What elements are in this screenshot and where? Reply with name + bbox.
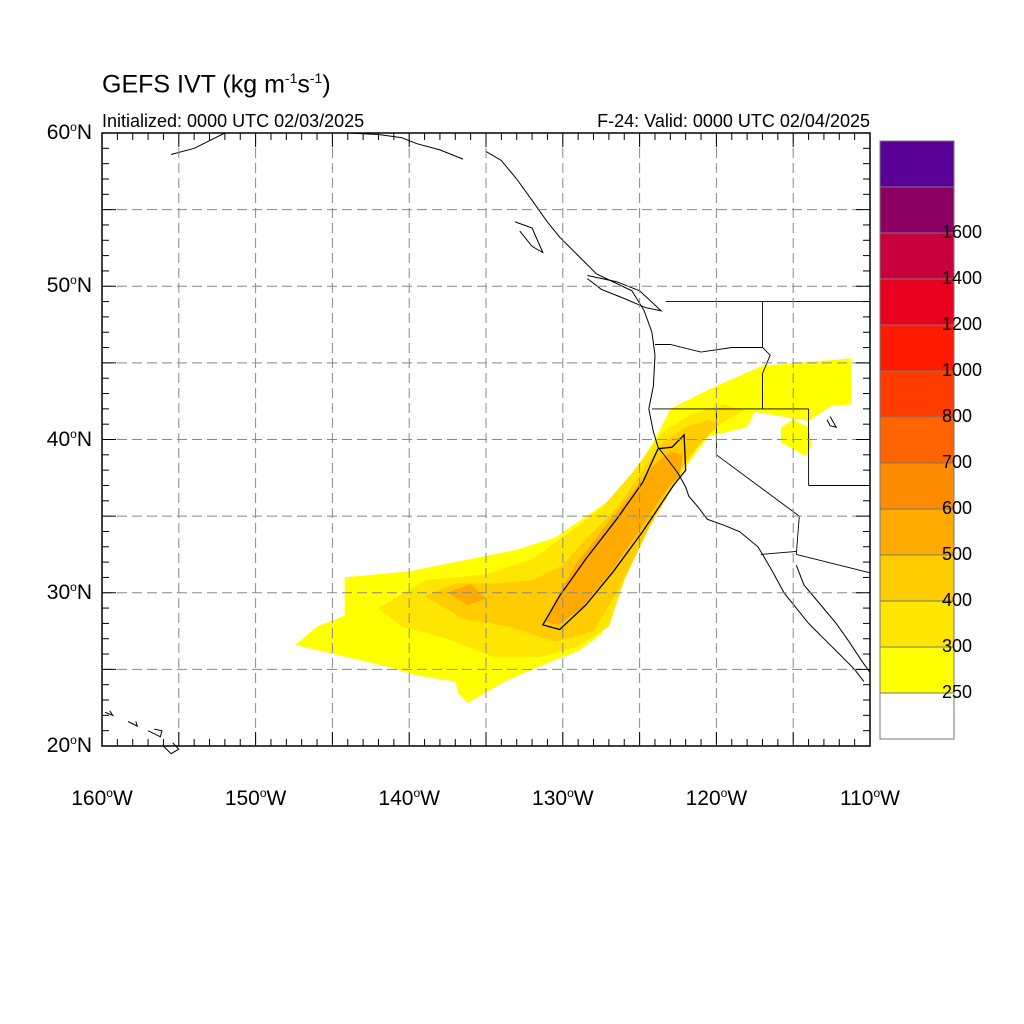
colorbar-label: 1400 <box>942 268 983 288</box>
lat-label: 50oN <box>46 273 92 298</box>
colorbar-box <box>879 186 955 234</box>
colorbar-box <box>879 554 955 602</box>
hawaii-big-island <box>163 742 180 755</box>
colorbar-box <box>879 140 955 188</box>
gulf-of-california-coast <box>795 565 871 673</box>
hawaii-oahu <box>127 721 139 728</box>
ivt-region-500-west <box>447 583 486 605</box>
vancouver-island <box>587 275 663 312</box>
colorbar-box <box>879 462 955 510</box>
colorbar-box <box>879 324 955 372</box>
west-coast <box>485 150 865 682</box>
map-title: GEFS IVT (kg m-1s-1) <box>102 70 331 99</box>
colorbar-label: 500 <box>942 544 973 564</box>
ivt-region-500 <box>545 451 683 625</box>
colorbar-label: 700 <box>942 452 973 472</box>
colorbar-label: 250 <box>942 682 973 702</box>
colorbar-label: 1200 <box>942 314 983 334</box>
lat-label: 20oN <box>46 733 92 757</box>
ivt-field <box>295 358 852 704</box>
colorbar-label: 400 <box>942 590 973 610</box>
lat-label: 40oN <box>46 426 92 451</box>
colorbar-box <box>879 646 955 694</box>
hawaii-maui <box>147 728 163 738</box>
gridlines <box>102 133 870 746</box>
az-border <box>795 516 871 574</box>
colorbar-label: 1000 <box>942 360 983 380</box>
valid-time: F-24: Valid: 0000 UTC 02/04/2025 <box>597 111 870 131</box>
lat-label: 60oN <box>46 120 92 144</box>
lon-label: 160oW <box>71 786 133 810</box>
colorbar-label: 600 <box>942 498 973 518</box>
us-mexico-border <box>760 550 797 555</box>
or-wa-border <box>655 344 763 353</box>
colorbar-label: 300 <box>942 636 973 656</box>
plot-frame <box>101 132 871 747</box>
colorbar-box <box>879 508 955 556</box>
lon-label: 130oW <box>532 786 594 810</box>
hawaii-kauai <box>104 710 115 717</box>
colorbar-label: 800 <box>942 406 973 426</box>
colorbar-label: 1600 <box>942 222 983 242</box>
lon-label: 120oW <box>685 786 748 810</box>
initialized-time: Initialized: 0000 UTC 02/03/2025 <box>102 111 365 131</box>
lon-label: 110oW <box>840 786 900 810</box>
axis-ticks <box>101 132 871 747</box>
colorbar <box>879 140 955 740</box>
ivt-region-250-nevada <box>780 419 812 457</box>
colorbar-box <box>879 232 955 280</box>
lat-label: 30oN <box>46 579 92 604</box>
haida-gwaii <box>515 221 544 254</box>
ivt-500-contour <box>541 433 687 631</box>
great-salt-lake <box>826 416 838 428</box>
lon-label: 150oW <box>224 786 287 810</box>
idaho-west-border <box>762 301 771 409</box>
colorbar-box <box>879 600 955 648</box>
lon-label: 140oW <box>378 786 440 810</box>
colorbar-box <box>879 370 955 418</box>
colorbar-box <box>879 692 955 740</box>
